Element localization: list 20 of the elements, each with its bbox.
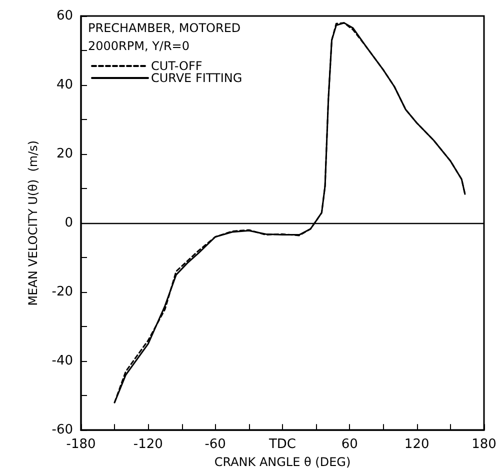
x-tick-label: 60 bbox=[341, 437, 358, 452]
y-tick-label: 0 bbox=[64, 216, 73, 231]
x-tick-label: -120 bbox=[133, 437, 163, 452]
legend-label: CURVE FITTING bbox=[151, 71, 242, 85]
y-tick-label: -20 bbox=[52, 284, 73, 300]
x-tick-label: 120 bbox=[404, 437, 430, 452]
y-tick-label: 20 bbox=[56, 146, 73, 162]
x-tick-label: -60 bbox=[204, 437, 226, 452]
annotation: PRECHAMBER, MOTORED bbox=[88, 21, 241, 35]
y-tick-label: 40 bbox=[56, 78, 73, 93]
legend-label: CUT-OFF bbox=[151, 59, 202, 73]
y-tick-label: 60 bbox=[56, 8, 73, 24]
x-tick-label: 180 bbox=[472, 437, 496, 452]
annotation: 2000RPM, Y/R=0 bbox=[88, 39, 190, 53]
y-axis-title: MEAN VELOCITY U(θ) (m/s) bbox=[26, 140, 40, 306]
x-axis-title: CRANK ANGLE θ (DEG) bbox=[214, 455, 351, 469]
y-tick-label: -60 bbox=[52, 422, 73, 438]
x-tick-label: -180 bbox=[66, 437, 96, 452]
y-tick-label: -40 bbox=[52, 354, 73, 369]
x-tick-label: TDC bbox=[268, 437, 296, 452]
